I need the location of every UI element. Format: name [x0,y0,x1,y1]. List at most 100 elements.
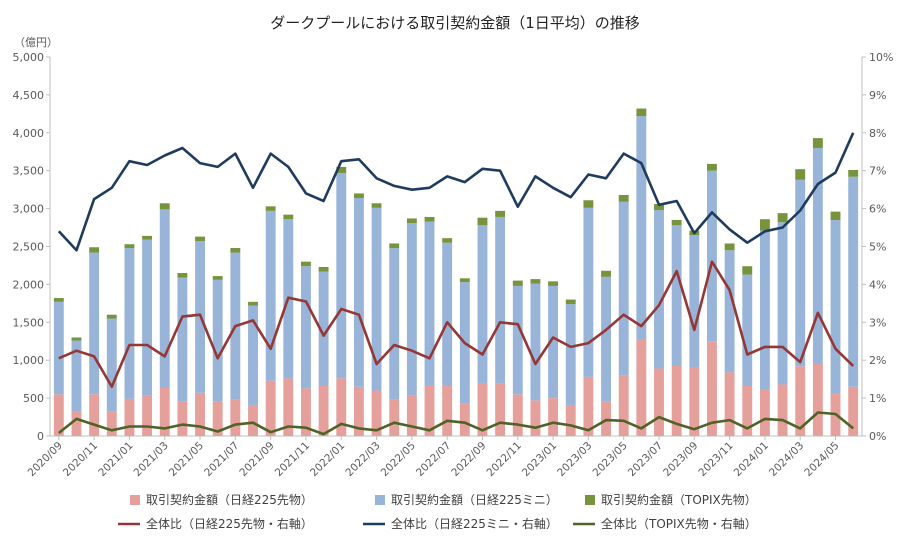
bar-segment-2-2024-02 [777,222,788,385]
right-tick-label: 3% [869,316,886,329]
right-tick-label: 10% [869,51,893,64]
bar-segment-3-2023-03 [583,200,594,208]
bar-segment-2-2021-09 [265,210,276,381]
bar-segment-3-2021-11 [301,261,311,267]
line-series-3 [57,411,855,436]
bar-segment-2-2022-09 [477,225,488,383]
legend-label-line-2: 全体比（日経225ミニ・右軸） [391,516,558,531]
bar-segment-1-2023-01 [548,398,559,436]
bar-segment-1-2024-04 [812,363,823,436]
bar-segment-3-2022-03 [371,203,382,208]
bar-segment-2-2021-03 [159,209,170,388]
x-tick-label: 2021/05 [167,440,206,479]
x-tick-label: 2023/03 [555,440,594,479]
bar-segment-1-2021-01 [124,398,135,436]
bar-segment-3-2022-06 [424,216,435,222]
bar-segment-3-2023-08 [671,219,682,226]
bar-segment-2-2024-06 [848,176,859,387]
right-tick-label: 5% [869,241,886,254]
bar-segment-1-2020-10 [71,410,82,436]
bar-segment-3-2021-10 [283,214,294,220]
right-tick-label: 9% [869,89,886,102]
bar-segment-3-2022-12 [530,279,541,284]
bar-segment-2-2022-07 [442,242,453,386]
x-tick-label: 2021/03 [132,440,171,479]
bar-segment-2-2022-11 [512,285,523,395]
left-tick-label: 2,500 [13,241,45,254]
right-tick-label: 1% [869,392,886,405]
bar-segment-2-2022-03 [371,207,382,391]
x-tick-label: 2021/01 [96,440,135,479]
legend-swatch-bar-2 [375,495,385,505]
bar-segment-1-2022-08 [459,403,470,436]
bar-segment-2-2022-01 [336,172,347,379]
bar-segment-3-2021-06 [212,276,223,280]
bar-segment-3-2020-11 [89,247,100,253]
bar-segment-1-2023-05 [618,375,629,436]
bar-segment-1-2022-10 [495,383,506,436]
bar-segment-2-2022-12 [530,283,541,401]
bar-segment-3-2023-05 [618,194,629,202]
bar-segment-2-2023-06 [636,116,647,339]
line-series-1 [58,260,855,389]
bar-segment-1-2021-05 [195,392,205,436]
legend-label-line-3: 全体比（TOPIX先物・右軸） [601,516,757,531]
bar-segment-1-2021-11 [301,388,311,436]
x-tick-label: 2024/05 [802,440,841,479]
bar-segment-2-2023-04 [601,276,611,402]
legend-label-bar-2: 取引契約金額（日経225ミニ） [391,492,558,507]
x-tick-label: 2020/11 [61,440,100,479]
bar-segment-2-2023-09 [689,235,700,368]
bar-segment-2-2020-09 [53,301,64,395]
bar-segment-3-2024-02 [777,213,788,223]
bar-segment-2-2024-04 [812,147,823,364]
x-tick-label: 2021/11 [273,440,312,479]
bar-segment-2-2023-01 [548,285,559,399]
left-tick-label: 1,000 [13,354,45,367]
bar-segment-1-2023-09 [689,367,700,436]
bar-segment-2-2021-02 [142,239,153,396]
bar-segment-2-2023-12 [742,274,753,386]
right-tick-label: 0% [869,430,886,443]
x-tick-label: 2022/03 [343,440,382,479]
line-series-2 [57,132,855,252]
x-tick-label: 2023/07 [626,440,665,479]
legend-label-line-1: 全体比（日経225先物・右軸） [146,516,313,531]
bar-segment-3-2021-02 [142,235,153,240]
bar-segment-3-2021-04 [177,273,188,278]
bar-segment-1-2022-12 [530,400,541,436]
bar-segment-1-2022-05 [406,395,417,436]
bar-segment-1-2023-10 [707,341,717,436]
bar-segment-3-2024-03 [795,169,806,180]
bar-segment-2-2021-04 [177,277,188,402]
bar-segment-3-2020-12 [106,314,117,319]
bar-segment-3-2022-07 [442,238,453,243]
right-tick-label: 8% [869,127,886,140]
bar-segment-3-2024-04 [812,138,823,148]
left-tick-label: 4,000 [13,127,45,140]
left-tick-label: 500 [23,392,44,405]
bar-segment-2-2021-11 [301,266,311,389]
bar-segment-2-2021-01 [124,248,135,399]
bar-segment-1-2024-03 [795,366,806,436]
x-tick-label: 2023/01 [520,440,559,479]
x-tick-label: 2023/11 [696,440,735,479]
bar-segment-1-2022-03 [371,390,382,436]
left-tick-label: 3,000 [13,203,45,216]
bar-segment-1-2022-09 [477,382,488,436]
bar-segment-2-2022-02 [353,197,364,387]
bar-segment-3-2022-05 [406,218,417,224]
bar-segment-3-2022-04 [389,243,400,249]
bar-segment-2-2021-12 [318,271,329,386]
bar-segment-1-2021-12 [318,385,329,436]
bar-segment-2-2022-05 [406,223,417,396]
bar-segment-1-2021-10 [283,378,294,436]
bar-segment-2-2020-12 [106,318,117,412]
bar-segment-1-2023-03 [583,376,594,436]
bar-segment-3-2024-01 [759,219,770,231]
bar-segment-1-2023-02 [565,404,576,436]
x-tick-label: 2023/09 [661,440,700,479]
left-tick-label: 2,000 [13,278,45,291]
bar-segment-1-2022-04 [389,399,400,436]
bar-segment-1-2023-04 [601,401,611,436]
